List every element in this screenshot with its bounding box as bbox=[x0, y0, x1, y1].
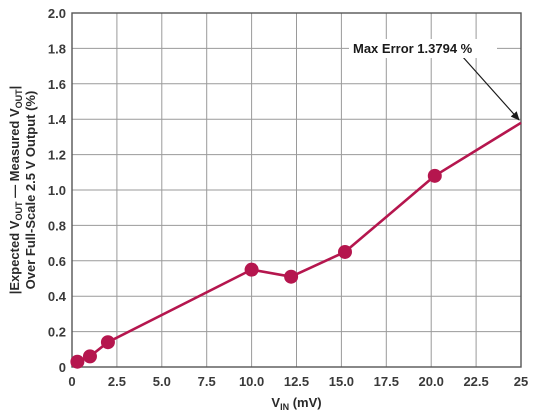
x-tick-label: 10.0 bbox=[239, 374, 264, 389]
annotation-arrow bbox=[461, 55, 520, 121]
data-point bbox=[244, 262, 259, 277]
data-point bbox=[70, 354, 85, 369]
x-tick-label: 7.5 bbox=[198, 374, 216, 389]
y-tick-label: 1.2 bbox=[48, 148, 66, 163]
x-tick-labels: 0 2.5 5.0 7.5 10.0 12.5 15.0 17.5 20.0 22.5 25 bbox=[68, 374, 528, 389]
y-tick-label: 1.0 bbox=[48, 183, 66, 198]
x-tick-label: 2.5 bbox=[108, 374, 126, 389]
y-tick-label: 0.2 bbox=[48, 325, 66, 340]
annotation-label: Max Error 1.3794 % bbox=[353, 41, 473, 56]
y-tick-label: 0.4 bbox=[48, 289, 67, 304]
data-point bbox=[82, 349, 97, 364]
x-tick-label: 12.5 bbox=[284, 374, 309, 389]
x-tick-label: 0 bbox=[68, 374, 75, 389]
series-line bbox=[76, 121, 522, 363]
y-tick-label: 2.0 bbox=[48, 6, 66, 21]
series-error bbox=[70, 121, 522, 369]
y-tick-label: 0.8 bbox=[48, 218, 66, 233]
x-tick-label: 20.0 bbox=[419, 374, 444, 389]
y-axis-label-line1: |Expected VOUT — Measured VOUT| bbox=[7, 86, 24, 295]
x-tick-label: 22.5 bbox=[463, 374, 488, 389]
y-tick-label: 0.6 bbox=[48, 254, 66, 269]
x-axis-label: VIN (mV) bbox=[271, 395, 321, 412]
annotation: Max Error 1.3794 % bbox=[349, 39, 520, 121]
data-point bbox=[337, 244, 352, 259]
x-tick-label: 25 bbox=[514, 374, 528, 389]
annotation-background bbox=[349, 39, 497, 58]
y-tick-label: 1.6 bbox=[48, 77, 66, 92]
y-axis-label-line2: Over Full-Scale 2.5 V Output (%) bbox=[23, 91, 38, 290]
grid bbox=[72, 13, 521, 367]
plot-frame bbox=[71, 12, 522, 368]
y-tick-label: 0 bbox=[59, 360, 66, 375]
y-tick-label: 1.4 bbox=[48, 112, 67, 127]
data-point bbox=[427, 168, 442, 183]
data-point bbox=[100, 335, 115, 350]
x-tick-label: 5.0 bbox=[153, 374, 171, 389]
x-tick-label: 17.5 bbox=[374, 374, 399, 389]
x-tick-label: 15.0 bbox=[329, 374, 354, 389]
data-point bbox=[284, 269, 299, 284]
y-tick-labels: 0 0.2 0.4 0.6 0.8 1.0 1.2 1.4 1.6 1.8 2.0 bbox=[48, 6, 67, 375]
y-tick-label: 1.8 bbox=[48, 41, 66, 56]
